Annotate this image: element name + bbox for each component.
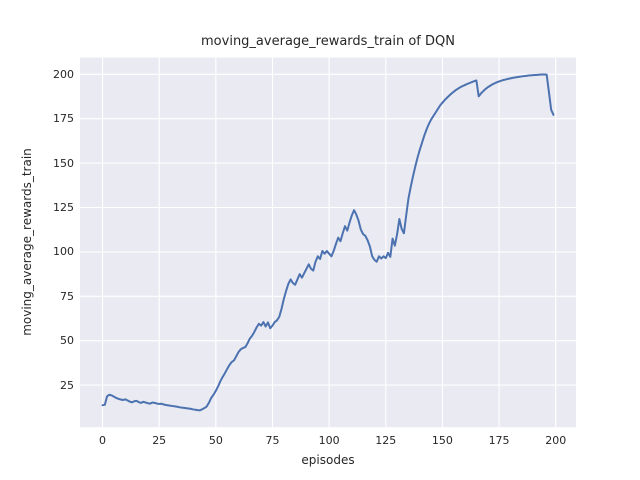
x-axis-label: episodes (301, 453, 355, 467)
y-tick-label: 175 (53, 112, 74, 126)
x-tick-label: 150 (431, 434, 453, 447)
series-line-moving_average_rewards_train (101, 73, 555, 412)
y-tick-label: 200 (53, 67, 74, 81)
y-tick-label: 75 (60, 289, 74, 303)
y-tick-label: 50 (60, 334, 74, 348)
x-tick-label: 125 (375, 434, 397, 447)
y-tick-label: 100 (53, 245, 74, 259)
x-tick-label: 200 (545, 434, 567, 447)
axes-background (80, 57, 576, 428)
y-tick-label: 150 (53, 156, 74, 170)
x-tick-label: 100 (318, 434, 340, 447)
chart-title: moving_average_rewards_train of DQN (201, 34, 455, 49)
y-axis-label: moving_average_rewards_train (20, 148, 34, 336)
x-tick-label: 25 (152, 434, 167, 447)
y-tick-label: 25 (60, 378, 74, 392)
x-tick-label: 75 (265, 434, 280, 447)
x-tick-label: 0 (99, 434, 107, 447)
y-tick-label: 125 (53, 201, 74, 214)
x-tick-label: 175 (488, 434, 510, 447)
x-tick-label: 50 (208, 434, 223, 447)
